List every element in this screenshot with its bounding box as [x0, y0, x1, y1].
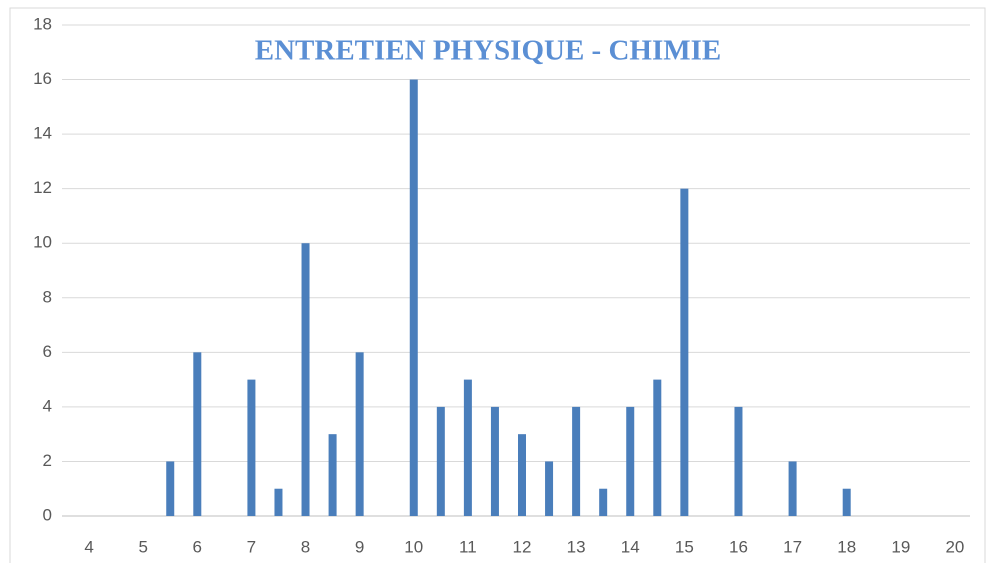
bar	[409, 79, 418, 517]
x-tick-label: 10	[404, 537, 423, 556]
y-tick-label: 18	[33, 14, 52, 33]
bar	[572, 406, 581, 516]
bar	[274, 488, 283, 516]
x-tick-label: 9	[355, 537, 364, 556]
x-tick-label: 17	[783, 537, 802, 556]
x-tick-label: 11	[459, 537, 477, 556]
bar	[463, 379, 472, 516]
y-tick-label: 12	[33, 178, 52, 197]
y-tick-label: 16	[33, 69, 52, 88]
bar	[166, 461, 175, 516]
bar	[328, 434, 337, 516]
y-tick-label: 4	[43, 396, 52, 415]
x-tick-label: 16	[729, 537, 748, 556]
bar	[788, 461, 797, 516]
bar	[626, 406, 635, 516]
bar	[193, 352, 202, 516]
x-tick-label: 15	[675, 537, 694, 556]
x-tick-label: 19	[891, 537, 910, 556]
y-tick-label: 0	[43, 505, 52, 524]
y-tick-label: 8	[43, 287, 52, 306]
x-tick-label: 5	[138, 537, 147, 556]
x-tick-label: 6	[193, 537, 202, 556]
x-tick-label: 13	[567, 537, 586, 556]
bar	[680, 188, 689, 516]
chart-title: ENTRETIEN PHYSIQUE - CHIMIE	[255, 35, 722, 67]
bar	[545, 461, 554, 516]
bar	[355, 352, 364, 516]
x-tick-label: 8	[301, 537, 310, 556]
bar	[518, 434, 526, 516]
bar	[490, 406, 499, 516]
bar	[599, 488, 608, 516]
y-tick-label: 2	[43, 451, 52, 470]
y-tick-label: 10	[33, 233, 52, 252]
bar	[247, 379, 256, 516]
bar	[436, 406, 445, 516]
y-tick-label: 14	[33, 124, 52, 143]
x-tick-label: 12	[513, 537, 532, 556]
x-tick-label: 7	[247, 537, 256, 556]
bar	[842, 488, 851, 516]
x-tick-label: 4	[84, 537, 93, 556]
y-tick-label: 6	[43, 342, 52, 361]
bar	[734, 406, 743, 516]
x-tick-label: 20	[945, 537, 964, 556]
x-tick-label: 18	[837, 537, 856, 556]
bar	[301, 243, 310, 516]
bar	[653, 379, 662, 516]
x-tick-label: 14	[621, 537, 640, 556]
